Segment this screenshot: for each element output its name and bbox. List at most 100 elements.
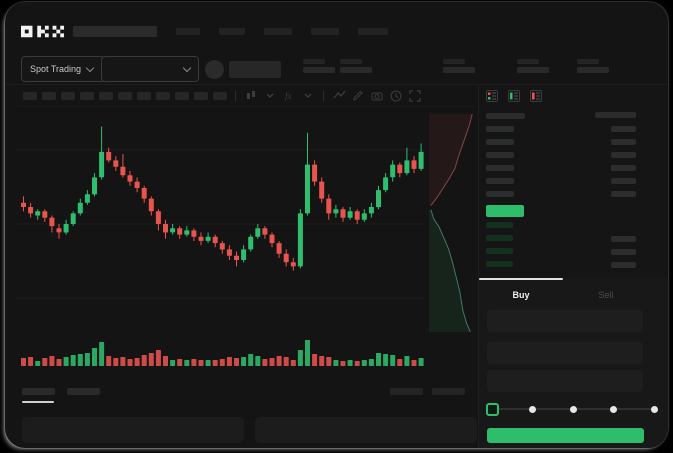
sell-amount-placeholder [611, 191, 636, 197]
toolbar-divider [323, 90, 324, 102]
stat-value-placeholder [577, 67, 609, 73]
last-price-placeholder [229, 61, 281, 78]
buy-amount-placeholder [611, 249, 636, 255]
sell-amount-placeholder [611, 152, 636, 158]
slider-handle[interactable] [486, 403, 499, 416]
candle-style-icon[interactable] [244, 89, 258, 103]
timeframe-placeholder[interactable] [23, 92, 37, 100]
nav-search-placeholder[interactable] [73, 25, 157, 37]
nav-item-placeholder[interactable] [219, 27, 245, 35]
bottom-action-button[interactable] [432, 388, 465, 395]
bottom-tab[interactable] [67, 388, 100, 395]
stat-value-placeholder [340, 67, 372, 73]
ticker-stat-group [577, 59, 611, 75]
sell-price-placeholder[interactable] [486, 191, 514, 197]
camera-icon[interactable] [370, 89, 384, 103]
top-nav [21, 22, 388, 40]
nav-item-placeholder[interactable] [358, 27, 388, 35]
sell-amount-placeholder [611, 165, 636, 171]
bottom-panel-placeholder [255, 417, 477, 443]
nav-items [157, 27, 388, 35]
active-tab-indicator [479, 278, 563, 280]
slider-stop[interactable] [529, 406, 536, 413]
orderbook-view-toggles [486, 90, 542, 102]
right-panel: Buy Sell [478, 86, 668, 448]
timeframe-placeholder[interactable] [61, 92, 75, 100]
nav-item-placeholder[interactable] [264, 27, 292, 35]
timeframe-placeholder[interactable] [156, 92, 170, 100]
okx-logo [21, 25, 65, 37]
chevron-down-icon[interactable] [301, 89, 315, 103]
buy-price-placeholder[interactable] [486, 222, 513, 228]
sell-price-placeholder[interactable] [486, 178, 514, 184]
sell-amount-placeholder [611, 126, 636, 132]
market-type-label: Spot Trading [30, 64, 82, 74]
coin-avatar [205, 60, 224, 79]
ticker-stat-group [443, 59, 477, 75]
orderbook-asks-icon[interactable] [530, 90, 542, 102]
last-price-pill[interactable] [486, 205, 524, 217]
ticker-stat-group [340, 59, 374, 75]
sell-price-placeholder[interactable] [486, 165, 514, 171]
nav-item-placeholder[interactable] [176, 27, 200, 35]
orderbook-header-amount [595, 112, 636, 118]
bottom-tab-active[interactable] [22, 388, 55, 395]
svg-text:fx: fx [285, 91, 292, 101]
indicators-icon[interactable]: fx [282, 89, 296, 103]
bottom-action-button[interactable] [390, 388, 423, 395]
total-input[interactable] [487, 370, 643, 392]
stat-value-placeholder [443, 67, 475, 73]
line-tool-icon[interactable] [332, 89, 346, 103]
timeframe-placeholder[interactable] [42, 92, 56, 100]
stat-value-placeholder [303, 67, 335, 73]
bottom-panel-placeholder [22, 417, 244, 443]
stat-label-placeholder [340, 59, 362, 64]
bottom-tab-indicator [22, 401, 54, 403]
timeframe-placeholder[interactable] [80, 92, 94, 100]
stat-label-placeholder [443, 59, 465, 64]
tab-buy[interactable]: Buy [512, 290, 530, 300]
timeframe-placeholder[interactable] [194, 92, 208, 100]
stat-label-placeholder [577, 59, 599, 64]
slider-stop[interactable] [650, 406, 658, 413]
slider-stop[interactable] [610, 406, 617, 413]
candlestick-chart[interactable] [5, 2, 478, 448]
buy-amount-placeholder [611, 236, 636, 242]
chevron-down-icon[interactable] [263, 89, 277, 103]
sell-amount-placeholder [611, 139, 636, 145]
clock-icon[interactable] [389, 89, 403, 103]
sell-price-placeholder[interactable] [486, 152, 514, 158]
expand-icon[interactable] [408, 89, 422, 103]
timeframe-placeholder[interactable] [137, 92, 151, 100]
ticker-stat-group [303, 59, 337, 75]
toolbar-divider [235, 90, 236, 102]
orderbook-header-price [486, 113, 525, 119]
orderbook-bids-icon[interactable] [508, 90, 520, 102]
pair-dropdown[interactable] [101, 56, 199, 82]
market-type-dropdown[interactable]: Spot Trading [21, 56, 105, 82]
timeframe-placeholder[interactable] [99, 92, 113, 100]
sell-amount-placeholder [611, 178, 636, 184]
slider-stop[interactable] [569, 406, 577, 413]
buy-price-placeholder[interactable] [486, 235, 513, 241]
buy-price-placeholder[interactable] [486, 261, 513, 267]
price-input[interactable] [487, 310, 643, 332]
app-window: Spot Trading fx Buy Sell [5, 2, 668, 448]
stat-label-placeholder [303, 59, 325, 64]
orderbook-combined-icon[interactable] [486, 90, 498, 102]
stat-value-placeholder [517, 67, 549, 73]
draw-tool-icon[interactable] [351, 89, 365, 103]
tab-sell[interactable]: Sell [598, 290, 614, 300]
amount-input[interactable] [487, 342, 643, 364]
stat-label-placeholder [517, 59, 539, 64]
sell-price-placeholder[interactable] [486, 139, 514, 145]
buy-price-placeholder[interactable] [486, 248, 513, 254]
nav-item-placeholder[interactable] [311, 27, 339, 35]
buy-submit-button[interactable] [487, 428, 644, 443]
chart-toolbar: fx [23, 88, 422, 104]
sell-price-placeholder[interactable] [486, 126, 514, 132]
timeframe-placeholder[interactable] [213, 92, 227, 100]
timeframe-placeholder[interactable] [118, 92, 132, 100]
buy-amount-placeholder [611, 262, 636, 268]
timeframe-placeholder[interactable] [175, 92, 189, 100]
